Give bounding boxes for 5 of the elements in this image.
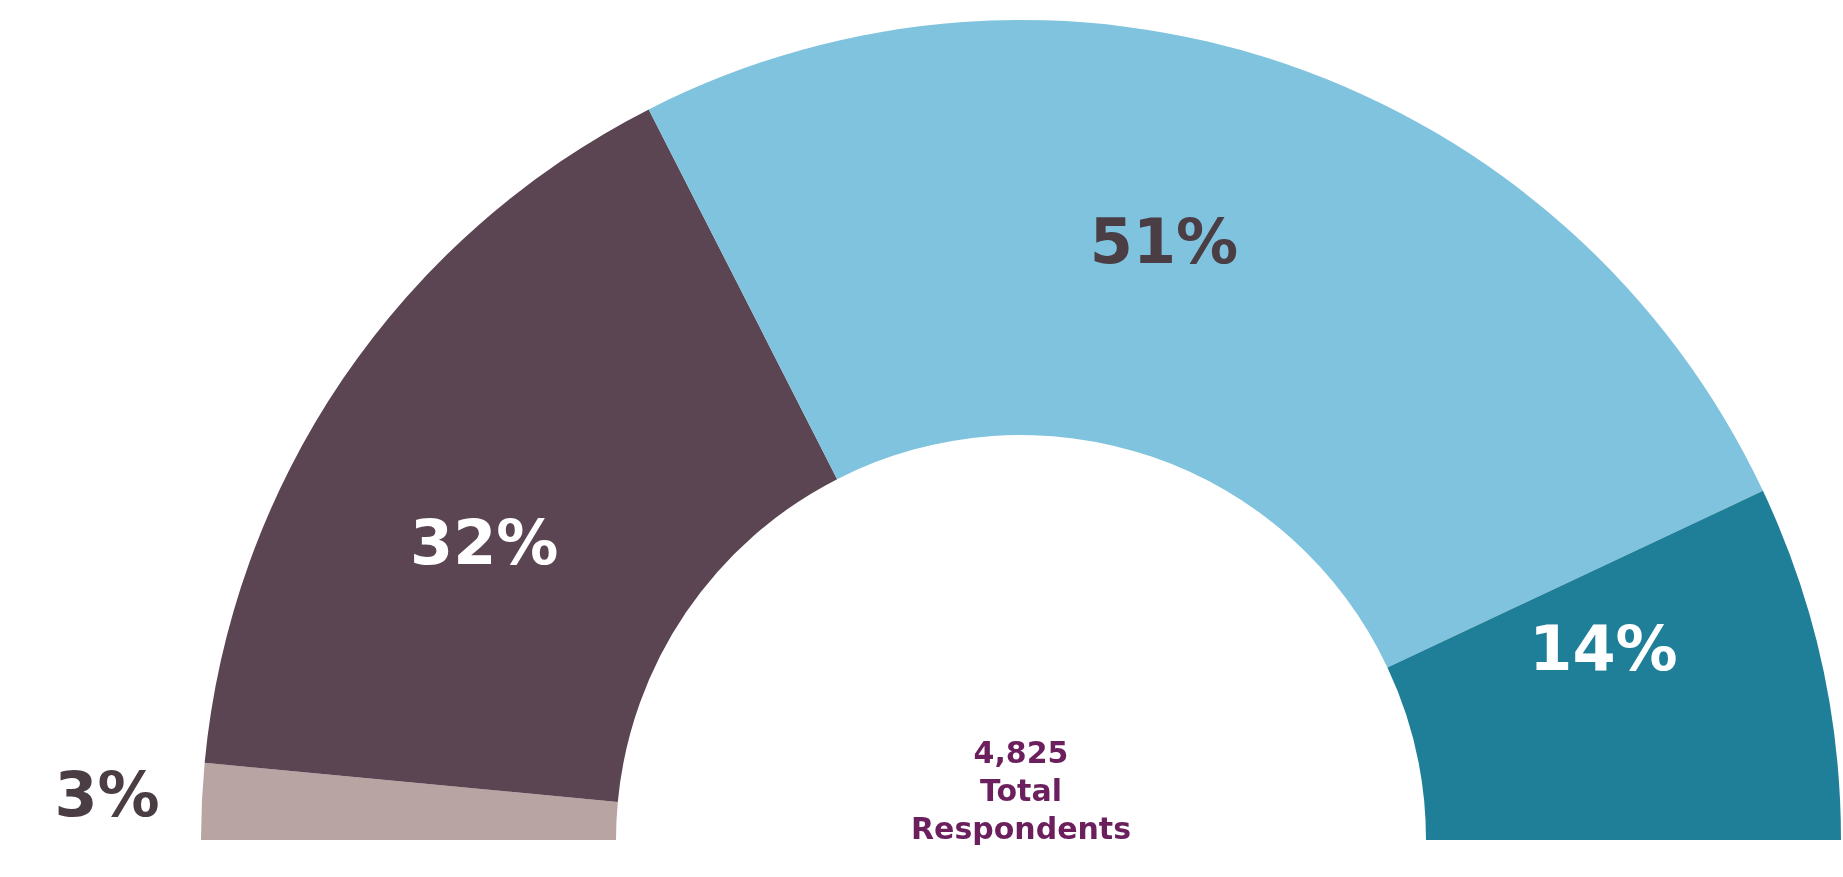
data-label: 14% (1529, 611, 1678, 685)
text: 4,825 Total Respondents (910, 735, 1132, 846)
data-label: 3% (54, 757, 160, 831)
data-label: 51% (1089, 205, 1239, 279)
data-label: 32% (410, 505, 559, 579)
